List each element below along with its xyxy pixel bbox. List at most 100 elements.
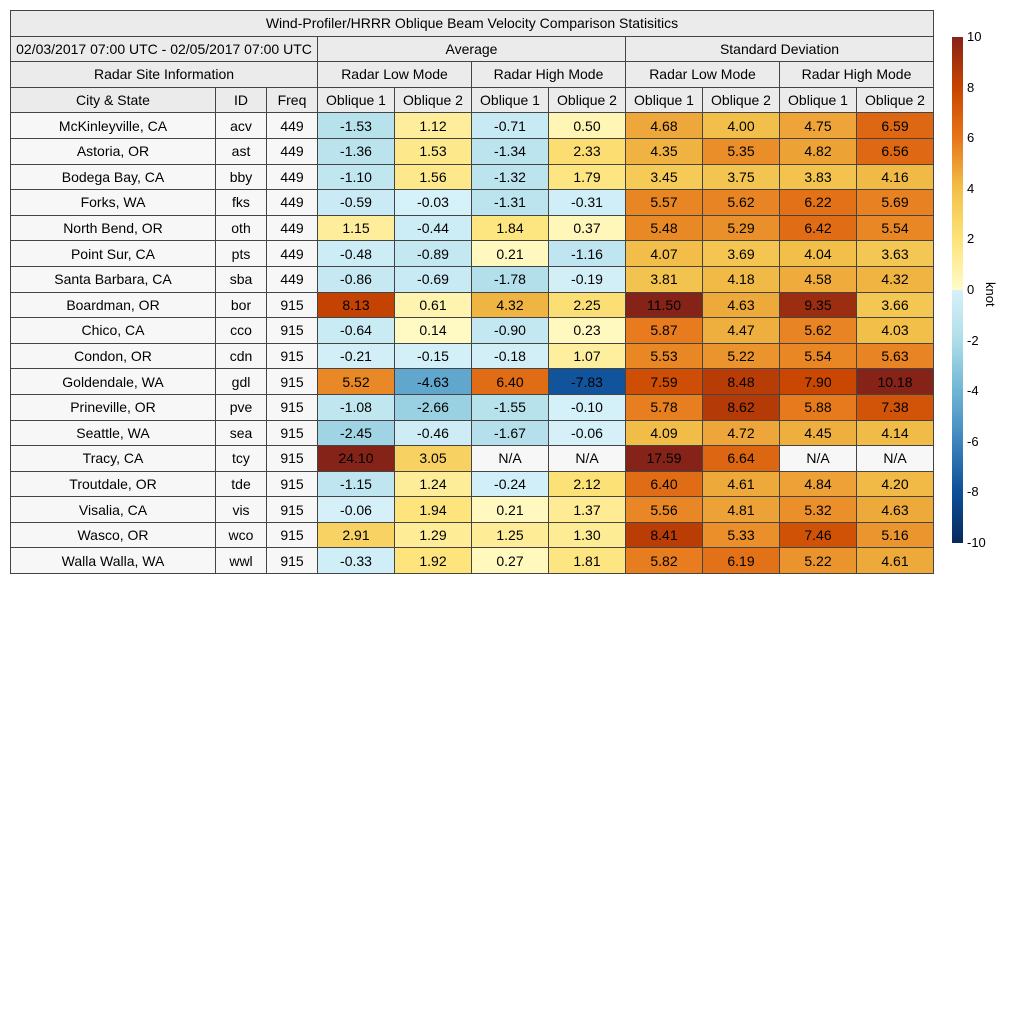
heatmap-cell: 4.16: [856, 163, 934, 191]
frequency: 915: [266, 521, 318, 549]
city-state: Santa Barbara, CA: [10, 265, 216, 293]
heatmap-cell: 1.25: [471, 521, 549, 549]
heatmap-cell: 0.27: [471, 547, 549, 575]
date-range: 02/03/2017 07:00 UTC - 02/05/2017 07:00 …: [10, 35, 318, 63]
heatmap-cell: -0.03: [394, 189, 472, 216]
site-id: bby: [215, 163, 267, 191]
heatmap-cell: -1.55: [471, 393, 549, 421]
heatmap-cell: 4.18: [702, 265, 780, 293]
colorbar-tick-label: 2: [967, 231, 975, 247]
group-std-dev: Standard Deviation: [625, 35, 934, 63]
heatmap-cell: -1.53: [317, 112, 395, 139]
city-state: Forks, WA: [10, 189, 216, 216]
heatmap-cell: 4.82: [779, 137, 857, 165]
heatmap-cell: 3.05: [394, 445, 472, 472]
heatmap-cell: -0.18: [471, 342, 549, 370]
heatmap-cell: 4.47: [702, 317, 780, 344]
heatmap-cell: 4.58: [779, 265, 857, 293]
heatmap-cell: -4.63: [394, 368, 472, 395]
heatmap-cell: 0.21: [471, 496, 549, 523]
site-id: acv: [215, 112, 267, 139]
heatmap-cell: 4.03: [856, 317, 934, 344]
city-state: North Bend, OR: [10, 214, 216, 242]
table-row: North Bend, OR oth 449 1.15 -0.44 1.84 0.37 5.4…: [10, 214, 934, 242]
table-row: Boardman, OR bor 915 8.13 0.61 4.32 2.25 11.50 4…: [10, 291, 934, 319]
site-id: oth: [215, 214, 267, 242]
heatmap-cell: -0.64: [317, 317, 395, 344]
heatmap-cell: -0.06: [548, 419, 626, 447]
heatmap-cell: 1.29: [394, 521, 472, 549]
site-id: gdl: [215, 368, 267, 395]
heatmap-cell: 5.22: [779, 547, 857, 575]
heatmap-cell: -0.21: [317, 342, 395, 370]
heatmap-cell: N/A: [548, 445, 626, 472]
site-id: sea: [215, 419, 267, 447]
table-row: Seattle, WA sea 915 -2.45 -0.46 -1.67 -0.06 4.0…: [10, 419, 934, 447]
city-state: McKinleyville, CA: [10, 112, 216, 139]
heatmap-cell: -0.44: [394, 214, 472, 242]
heatmap-cell: -1.10: [317, 163, 395, 191]
site-id: sba: [215, 265, 267, 293]
heatmap-cell: -1.08: [317, 393, 395, 421]
colorbar-label: knot: [983, 282, 998, 307]
heatmap-cell: 4.04: [779, 240, 857, 267]
site-id: wco: [215, 521, 267, 549]
heatmap-cell: 1.07: [548, 342, 626, 370]
heatmap-cell: 24.10: [317, 445, 395, 472]
heatmap-cell: -0.59: [317, 189, 395, 216]
heatmap-cell: 1.56: [394, 163, 472, 191]
heatmap-cell: -1.36: [317, 137, 395, 165]
frequency: 915: [266, 496, 318, 523]
column-header: Oblique 1: [779, 86, 857, 114]
colorbar-tick-label: 8: [967, 79, 975, 95]
heatmap-cell: -1.78: [471, 265, 549, 293]
heatmap-cell: 3.75: [702, 163, 780, 191]
heatmap-cell: 4.00: [702, 112, 780, 139]
heatmap-cell: 2.91: [317, 521, 395, 549]
heatmap-cell: -0.46: [394, 419, 472, 447]
heatmap-cell: N/A: [779, 445, 857, 472]
heatmap-cell: 3.81: [625, 265, 703, 293]
city-state: Point Sur, CA: [10, 240, 216, 267]
colorbar: [952, 37, 963, 543]
colorbar-tick-label: -10: [967, 535, 986, 550]
frequency: 915: [266, 317, 318, 344]
heatmap-cell: 5.78: [625, 393, 703, 421]
heatmap-cell: 8.48: [702, 368, 780, 395]
colorbar-tick-label: 4: [967, 180, 975, 196]
heatmap-cell: 4.75: [779, 112, 857, 139]
site-id: vis: [215, 496, 267, 523]
heatmap-cell: 0.14: [394, 317, 472, 344]
mode-header: Radar Low Mode: [317, 61, 472, 88]
heatmap-cell: 17.59: [625, 445, 703, 472]
frequency: 449: [266, 137, 318, 165]
heatmap-cell: 5.54: [779, 342, 857, 370]
frequency: 449: [266, 240, 318, 267]
heatmap-cell: 4.63: [856, 496, 934, 523]
heatmap-cell: 6.64: [702, 445, 780, 472]
frequency: 449: [266, 112, 318, 139]
table-row: Walla Walla, WA wwl 915 -0.33 1.92 0.27 1.81 5.…: [10, 547, 934, 575]
heatmap-cell: 11.50: [625, 291, 703, 319]
heatmap-cell: 5.69: [856, 189, 934, 216]
column-header: Freq: [266, 86, 318, 114]
frequency: 915: [266, 445, 318, 472]
colorbar-tick-label: 0: [967, 282, 975, 297]
heatmap-cell: -0.24: [471, 470, 549, 498]
site-info-header: Radar Site Information: [10, 61, 318, 88]
heatmap-cell: 5.52: [317, 368, 395, 395]
heatmap-cell: -1.32: [471, 163, 549, 191]
column-header: Oblique 1: [317, 86, 395, 114]
colorbar-tick-label: -2: [967, 332, 979, 348]
table-row: Santa Barbara, CA sba 449 -0.86 -0.69 -1.78 -0…: [10, 265, 934, 293]
heatmap-cell: 3.69: [702, 240, 780, 267]
heatmap-cell: 5.54: [856, 214, 934, 242]
heatmap-cell: 7.59: [625, 368, 703, 395]
heatmap-cell: 0.21: [471, 240, 549, 267]
city-state: Wasco, OR: [10, 521, 216, 549]
table-row: McKinleyville, CA acv 449 -1.53 1.12 -0.71 0.5…: [10, 112, 934, 139]
site-id: wwl: [215, 547, 267, 575]
mode-header: Radar Low Mode: [625, 61, 780, 88]
heatmap-cell: 5.62: [779, 317, 857, 344]
heatmap-cell: 6.59: [856, 112, 934, 139]
